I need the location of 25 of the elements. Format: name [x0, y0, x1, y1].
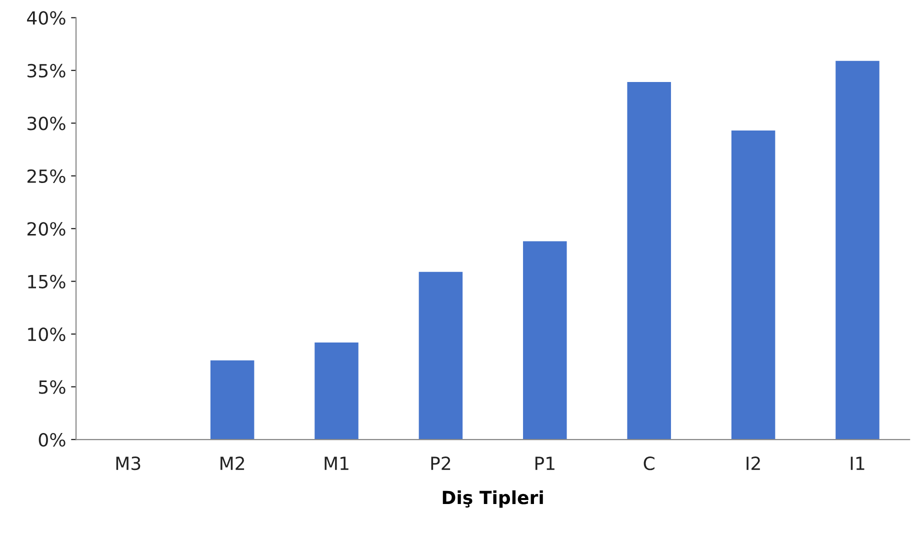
- x-tick-label: P1: [535, 456, 554, 470]
- x-tick-label: I2: [746, 456, 760, 470]
- y-tick-label: 20%: [28, 222, 66, 236]
- y-tick-label: 5%: [39, 380, 66, 394]
- x-tick-label: P2: [431, 456, 450, 470]
- y-tick-label: 25%: [28, 169, 66, 183]
- y-tick-label: 15%: [28, 274, 66, 288]
- x-tick-label: M1: [324, 456, 348, 470]
- x-tick-label: I1: [850, 456, 864, 470]
- bar: [523, 241, 567, 440]
- x-axis-title: Diş Tipleri: [442, 490, 543, 508]
- bar: [210, 360, 254, 440]
- bar: [314, 342, 358, 440]
- bar: [731, 130, 776, 440]
- y-tick-label: 40%: [27, 11, 66, 25]
- x-tick-label: M2: [220, 456, 244, 470]
- y-tick-label: 30%: [28, 116, 66, 130]
- bar: [836, 60, 880, 440]
- y-tick-label: 10%: [28, 328, 66, 342]
- x-tick-label: C: [644, 456, 654, 470]
- bar: [627, 82, 671, 440]
- y-tick-label: 0%: [38, 432, 66, 447]
- bar: [418, 272, 463, 440]
- y-tick-label: 35%: [28, 64, 66, 78]
- x-tick-label: M3: [116, 456, 140, 470]
